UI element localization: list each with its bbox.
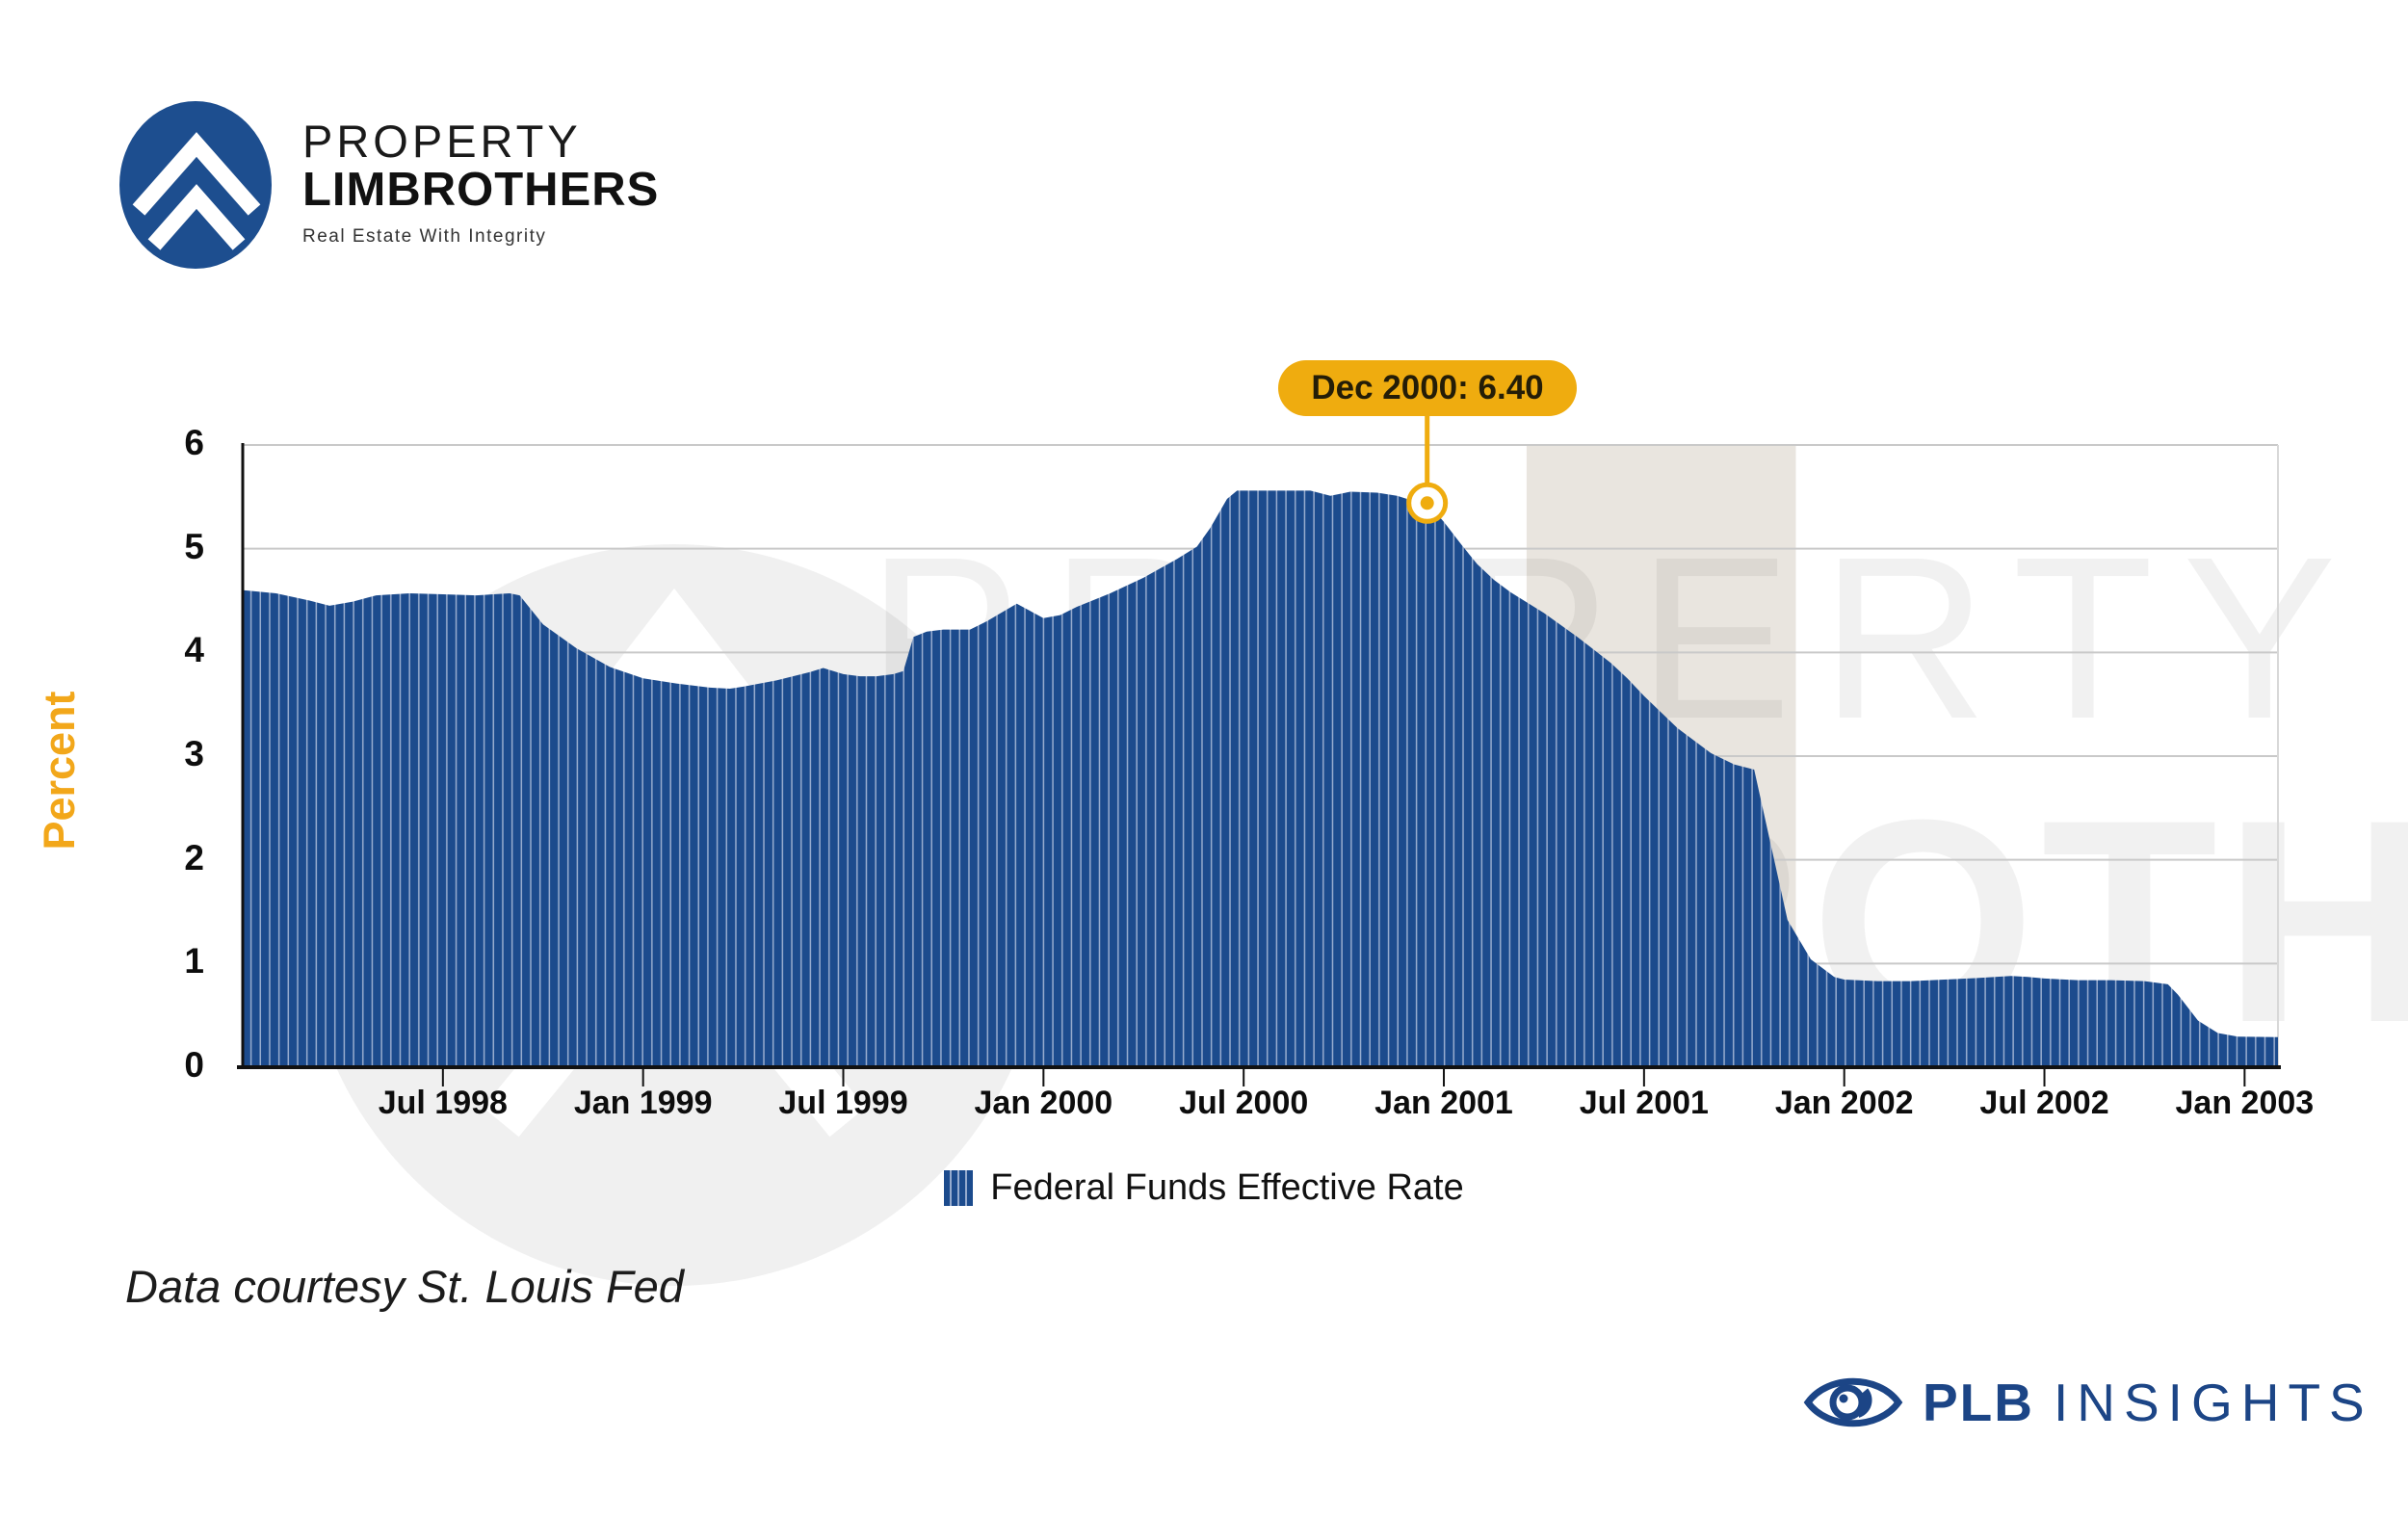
- x-tick-label-6: Jul 2001: [1579, 1085, 1709, 1121]
- brand-name-line2: LIMBROTHERS: [302, 164, 660, 217]
- callout-bubble: Dec 2000: 6.40: [1278, 360, 1577, 416]
- x-tick-label-0: Jul 1998: [378, 1085, 508, 1121]
- y-tick-label-3: 3: [184, 734, 204, 773]
- ffr-area-series: [243, 490, 2278, 1067]
- x-tick-label-1: Jan 1999: [573, 1085, 713, 1121]
- x-tick-label-2: Jul 1999: [778, 1085, 908, 1121]
- legend-swatch-icon: [944, 1170, 974, 1206]
- x-tick-label-9: Jan 2003: [2175, 1085, 2315, 1121]
- x-tick-label-3: Jan 2000: [974, 1085, 1113, 1121]
- data-credit: Data courtesy St. Louis Fed: [125, 1261, 684, 1312]
- brand-tagline: Real Estate With Integrity: [302, 226, 547, 248]
- plb-text-bold: PLB: [1923, 1373, 2034, 1432]
- x-tick-label-4: Jul 2000: [1179, 1085, 1309, 1121]
- callout-marker-dot: [1420, 496, 1434, 510]
- x-tick-label-7: Jan 2002: [1774, 1085, 1914, 1121]
- eye-icon: [1803, 1377, 1903, 1427]
- plb-insights-logo: PLB INSIGHTS: [1803, 1366, 2373, 1439]
- y-tick-label-4: 4: [184, 630, 204, 670]
- y-tick-label-5: 5: [184, 526, 204, 566]
- x-tick-label-8: Jul 2002: [1979, 1085, 2109, 1121]
- legend-label: Federal Funds Effective Rate: [990, 1167, 1464, 1208]
- brand-logo-icon: [119, 101, 272, 269]
- y-tick-label-6: 6: [184, 423, 204, 462]
- y-axis-title: Percent: [35, 691, 84, 851]
- x-tick-label-5: Jan 2001: [1374, 1085, 1513, 1121]
- legend: Federal Funds Effective Rate: [0, 1167, 2408, 1209]
- plb-text-rest: INSIGHTS: [2054, 1373, 2373, 1432]
- brand-header: PROPERTY LIMBROTHERS Real Estate With In…: [114, 96, 659, 274]
- brand-name-line1: PROPERTY: [302, 116, 582, 167]
- y-tick-label-2: 2: [184, 837, 204, 877]
- y-tick-label-0: 0: [184, 1045, 204, 1085]
- y-tick-label-1: 1: [184, 941, 204, 981]
